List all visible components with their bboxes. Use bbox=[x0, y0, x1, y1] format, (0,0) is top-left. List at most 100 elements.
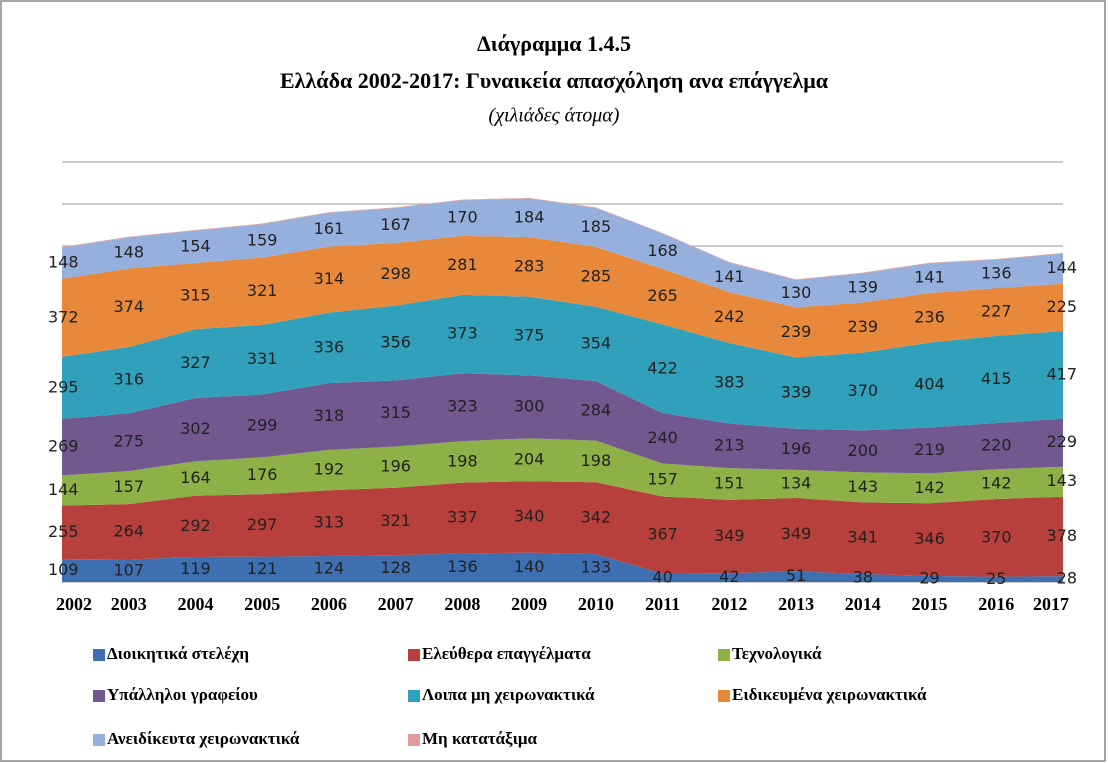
x-tick-label: 2005 bbox=[244, 594, 280, 614]
x-tick-label: 2008 bbox=[444, 594, 480, 614]
data-label: 315 bbox=[180, 286, 211, 305]
data-label: 417 bbox=[1046, 364, 1077, 383]
chart-title: Διάγραμμα 1.4.5 bbox=[477, 31, 631, 56]
data-label: 196 bbox=[380, 457, 411, 476]
legend-label: Λοιπα μη χειρωνακτικά bbox=[422, 685, 595, 704]
data-label: 185 bbox=[581, 217, 612, 236]
data-label: 204 bbox=[514, 449, 545, 468]
data-label: 264 bbox=[113, 521, 144, 540]
data-label: 283 bbox=[514, 256, 545, 275]
data-label: 200 bbox=[848, 441, 879, 460]
legend-label: Ειδικευμένα χειρωνακτικά bbox=[732, 685, 927, 704]
data-label: 220 bbox=[981, 436, 1012, 455]
area bbox=[62, 294, 1063, 431]
x-tick-label: 2012 bbox=[711, 594, 747, 614]
data-label: 176 bbox=[247, 465, 278, 484]
chart-subtitle: Ελλάδα 2002-2017: Γυναικεία απασχόληση α… bbox=[280, 68, 829, 93]
data-label: 315 bbox=[380, 403, 411, 422]
data-label: 316 bbox=[113, 370, 144, 389]
data-label: 337 bbox=[447, 508, 478, 527]
data-label: 321 bbox=[247, 281, 278, 300]
legend-swatch bbox=[93, 734, 105, 746]
data-label: 422 bbox=[647, 358, 678, 377]
data-label: 141 bbox=[914, 268, 945, 287]
data-label: 265 bbox=[647, 286, 678, 305]
data-label: 313 bbox=[314, 513, 345, 532]
data-label: 298 bbox=[380, 264, 411, 283]
data-label: 375 bbox=[514, 325, 545, 344]
data-label: 213 bbox=[714, 435, 745, 454]
x-tick-label: 2016 bbox=[978, 594, 1014, 614]
data-label: 374 bbox=[113, 297, 144, 316]
data-label: 143 bbox=[848, 477, 879, 496]
x-tick-label: 2004 bbox=[177, 594, 213, 614]
data-label: 130 bbox=[781, 283, 812, 302]
unit-label: (χιλιάδες άτομα) bbox=[489, 105, 620, 127]
data-label: 349 bbox=[781, 524, 812, 543]
x-tick-label: 2013 bbox=[778, 594, 814, 614]
data-label: 269 bbox=[48, 437, 79, 456]
data-label: 342 bbox=[581, 508, 612, 527]
data-label: 236 bbox=[914, 307, 945, 326]
data-label: 144 bbox=[48, 480, 79, 499]
data-label: 378 bbox=[1046, 526, 1077, 545]
data-label: 157 bbox=[113, 477, 144, 496]
legend-swatch bbox=[408, 734, 420, 746]
data-label: 140 bbox=[514, 557, 545, 576]
data-label: 302 bbox=[180, 419, 211, 438]
x-tick-label: 2014 bbox=[845, 594, 881, 614]
data-label: 239 bbox=[848, 317, 879, 336]
data-label: 367 bbox=[647, 525, 678, 544]
legend-swatch bbox=[718, 690, 730, 702]
x-tick-label: 2003 bbox=[111, 594, 147, 614]
data-label: 139 bbox=[848, 277, 879, 296]
data-label: 321 bbox=[380, 511, 411, 530]
area bbox=[62, 235, 1063, 358]
data-label: 297 bbox=[247, 515, 278, 534]
legend-swatch bbox=[93, 690, 105, 702]
data-label: 148 bbox=[48, 253, 79, 272]
data-label: 285 bbox=[581, 266, 612, 285]
data-label: 339 bbox=[781, 383, 812, 402]
data-label: 372 bbox=[48, 307, 79, 326]
data-label: 284 bbox=[581, 400, 612, 419]
data-label: 314 bbox=[314, 269, 345, 288]
data-label: 404 bbox=[914, 375, 945, 394]
data-label: 40 bbox=[652, 567, 672, 586]
legend-label: Διοικητικά στελέχη bbox=[107, 644, 249, 663]
data-label: 148 bbox=[113, 242, 144, 261]
x-tick-label: 2011 bbox=[645, 594, 680, 614]
legend-label: Τεχνολογικά bbox=[732, 644, 822, 663]
data-label: 275 bbox=[113, 432, 144, 451]
data-label: 184 bbox=[514, 207, 545, 226]
x-tick-label: 2010 bbox=[578, 594, 614, 614]
legend-swatch bbox=[718, 649, 730, 661]
data-label: 51 bbox=[786, 566, 806, 585]
data-label: 192 bbox=[314, 460, 345, 479]
data-label: 136 bbox=[447, 557, 478, 576]
data-label: 240 bbox=[647, 428, 678, 447]
data-label: 239 bbox=[781, 322, 812, 341]
data-label: 38 bbox=[853, 568, 873, 587]
data-label: 28 bbox=[1057, 569, 1077, 588]
area bbox=[62, 552, 1063, 582]
data-label: 154 bbox=[180, 236, 211, 255]
x-tick-label: 2017 bbox=[1033, 594, 1069, 614]
data-label: 300 bbox=[514, 396, 545, 415]
data-label: 159 bbox=[247, 230, 278, 249]
data-label: 161 bbox=[314, 219, 345, 238]
data-label: 29 bbox=[919, 568, 939, 587]
data-label: 323 bbox=[447, 397, 478, 416]
legend-label: Μη κατατάξιμα bbox=[422, 729, 538, 748]
data-label: 121 bbox=[247, 559, 278, 578]
data-label: 167 bbox=[380, 215, 411, 234]
data-label: 327 bbox=[180, 353, 211, 372]
data-label: 142 bbox=[914, 478, 945, 497]
data-label: 134 bbox=[781, 473, 812, 492]
data-label: 109 bbox=[48, 560, 79, 579]
x-tick-label: 2015 bbox=[912, 594, 948, 614]
data-label: 128 bbox=[380, 558, 411, 577]
data-label: 142 bbox=[981, 474, 1012, 493]
x-tick-label: 2002 bbox=[56, 594, 92, 614]
data-label: 133 bbox=[581, 558, 612, 577]
